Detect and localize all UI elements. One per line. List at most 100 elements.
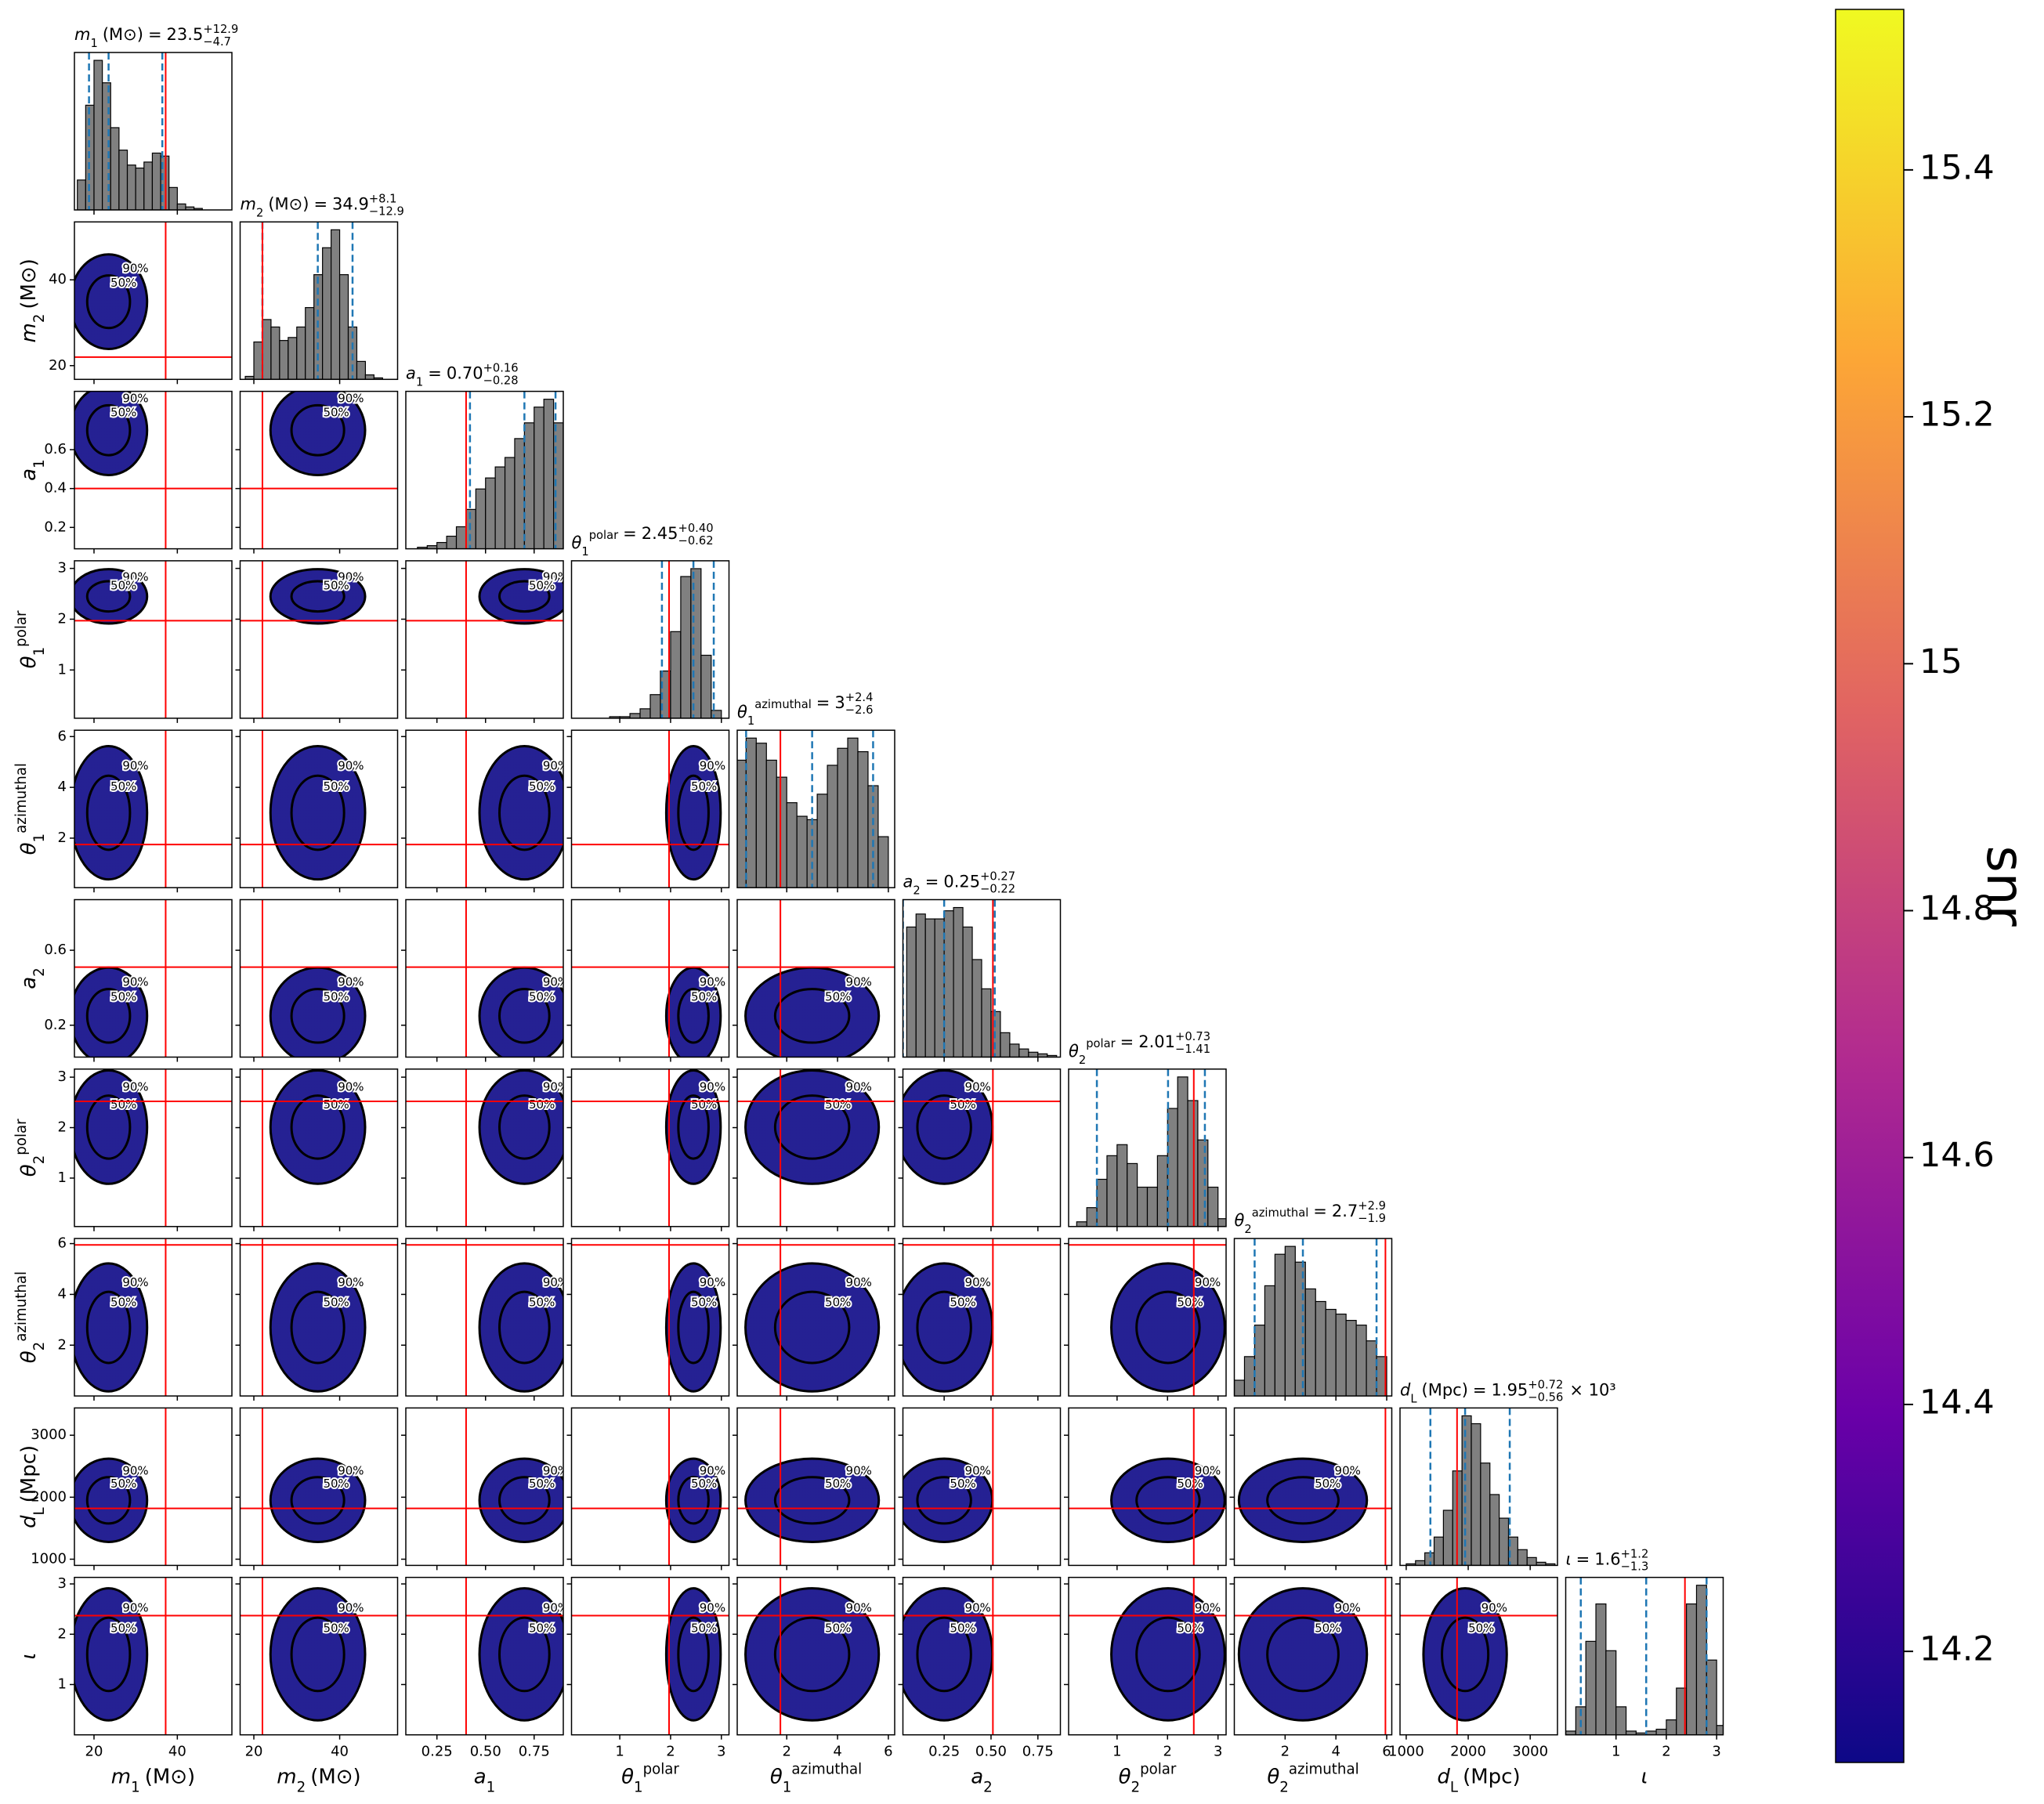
colorbar-tick-label: 14.6 xyxy=(1919,1136,1995,1175)
panel-frame xyxy=(239,390,399,550)
contour xyxy=(916,1616,972,1693)
label-symbol: d xyxy=(1400,1380,1411,1399)
x-tick-label: 6 xyxy=(884,1744,892,1760)
contour-label: 50% xyxy=(691,1097,717,1112)
y-tick-label: 2 xyxy=(58,610,67,627)
label-sub: 2 xyxy=(1131,1779,1140,1795)
title-equals: = xyxy=(623,524,637,543)
title-err-minus: −12.9 xyxy=(369,204,404,218)
x-axis-label: m1 (M⊙) xyxy=(111,1766,195,1796)
panel-content xyxy=(609,560,722,718)
histogram-bar xyxy=(971,959,982,1057)
y-tick-label: 0.2 xyxy=(44,519,67,535)
y-tick-label: 3000 xyxy=(31,1426,67,1443)
contour-label: 50% xyxy=(323,405,349,419)
title-median: 0.70 xyxy=(447,364,483,383)
title-err-minus: −1.9 xyxy=(1358,1212,1386,1225)
contour xyxy=(290,1094,345,1160)
panel-frame xyxy=(570,560,730,719)
label-sup: polar xyxy=(643,1762,680,1778)
y-tick-label: 1 xyxy=(58,661,67,678)
histogram-bar xyxy=(364,374,374,380)
contour xyxy=(664,1457,722,1543)
x-tick-label: 0.25 xyxy=(421,1744,453,1760)
contour xyxy=(773,988,851,1044)
contour-label: 50% xyxy=(529,578,555,592)
panel-content: 90%50% xyxy=(240,730,398,888)
x-tick-label: 0.75 xyxy=(519,1744,550,1760)
contour xyxy=(1110,1262,1226,1393)
title-median: 2.45 xyxy=(642,524,678,543)
y-axis-label: θ2polar xyxy=(13,1119,48,1177)
contour xyxy=(85,1094,132,1160)
histogram-bar xyxy=(176,203,186,210)
label-sup: azimuthal xyxy=(1252,1206,1309,1220)
panel-frame xyxy=(74,560,233,719)
histogram-bar xyxy=(786,802,798,888)
y-tick-label: 3 xyxy=(58,560,67,577)
colorbar-tick-label: 15.4 xyxy=(1919,148,1995,187)
x-axis-label: dL (Mpc) xyxy=(1437,1766,1520,1796)
y-tick-label: 6 xyxy=(58,1235,67,1252)
x-tick-label: 1 xyxy=(1112,1744,1121,1760)
panel-frame xyxy=(74,1576,233,1736)
label-symbol: m xyxy=(111,1766,131,1789)
panel: 90% 50% 2 4 6 xyxy=(58,728,233,893)
title-err-minus: −4.7 xyxy=(203,35,231,49)
panel-frame xyxy=(239,898,399,1058)
label-sup: azimuthal xyxy=(13,763,30,833)
panel-content: 90%50% xyxy=(406,1068,563,1227)
histogram-bar xyxy=(837,747,848,888)
panel: 90%50% xyxy=(401,898,564,1062)
contour xyxy=(1135,1616,1201,1693)
panel-content: 90%50% xyxy=(74,1577,232,1735)
label-symbol: θ xyxy=(17,1350,41,1363)
panel: 90% 50% 0.25 0.50 0.75 xyxy=(898,1576,1062,1760)
x-tick-label: 0.50 xyxy=(975,1744,1007,1760)
label-unit: (M⊙) xyxy=(17,258,41,309)
histogram-bar xyxy=(690,568,702,718)
label-sub: 1 xyxy=(31,459,48,468)
panel-frame xyxy=(405,1576,564,1736)
label-sup: polar xyxy=(589,529,619,542)
contour-label: 50% xyxy=(529,1097,555,1112)
label-sup: polar xyxy=(13,610,30,647)
label-symbol: θ xyxy=(1235,1211,1245,1230)
panel: 90%50% 0.2 0.4 0.6 xyxy=(44,390,233,554)
x-tick-label: 2000 xyxy=(1450,1744,1486,1760)
contour-label: 50% xyxy=(691,989,717,1003)
panel-content: 90%50% xyxy=(406,560,563,718)
contour xyxy=(1441,1616,1490,1693)
contour xyxy=(478,1457,563,1543)
histogram-bar xyxy=(1018,1048,1029,1057)
histogram-bar xyxy=(270,326,280,380)
panel-frame xyxy=(74,898,233,1058)
panel-content: 90%50% xyxy=(406,899,563,1057)
contour-label: 50% xyxy=(1315,1621,1340,1636)
x-tick-label: 3 xyxy=(1712,1744,1720,1760)
label-symbol: a xyxy=(971,1766,983,1789)
colorbar xyxy=(1835,9,1905,1763)
panel: 90%50%123 xyxy=(58,1068,233,1231)
label-symbol: m xyxy=(241,194,256,213)
panel-title: θ1polar = 2.45+0.40 −0.62 xyxy=(572,522,714,559)
label-symbol: θ xyxy=(572,533,582,552)
contour-label: 90% xyxy=(1335,1464,1361,1478)
panel-frame xyxy=(902,1068,1062,1227)
label-symbol: a xyxy=(474,1766,487,1789)
label-sub: L xyxy=(31,1506,48,1515)
y-tick-label: 2 xyxy=(58,830,67,846)
label-symbol: θ xyxy=(1267,1766,1279,1789)
contour xyxy=(74,1587,149,1722)
panel-title: a1 = 0.70+0.16 −0.28 xyxy=(406,362,519,389)
label-sub: 1 xyxy=(783,1779,792,1795)
panel-content xyxy=(77,52,203,210)
contour xyxy=(677,988,710,1044)
histogram-bar xyxy=(827,765,838,888)
panel: 90%50% xyxy=(566,729,730,893)
x-axis-label: a1 xyxy=(474,1766,496,1796)
panel-frame xyxy=(74,390,233,550)
panel-content: 90%50% xyxy=(737,1238,895,1397)
panel-frame xyxy=(1233,1407,1393,1567)
histogram-bar xyxy=(455,526,467,549)
